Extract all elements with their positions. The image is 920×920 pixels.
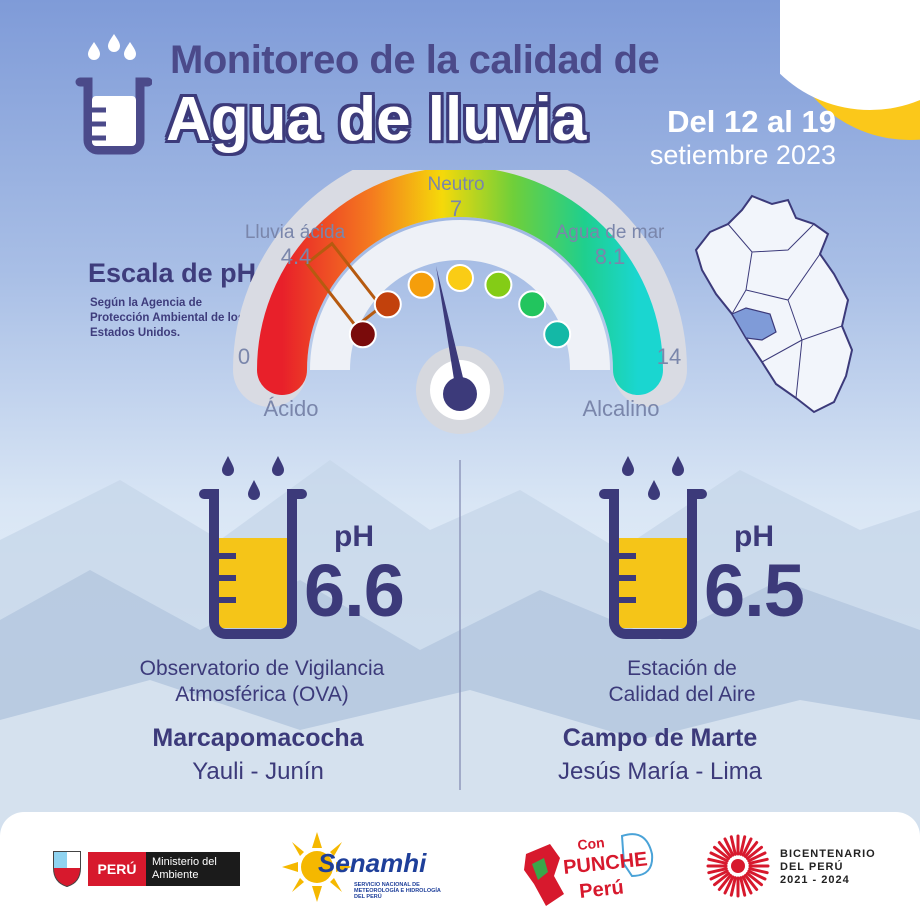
scale-max: 14	[656, 344, 682, 369]
date-range: Del 12 al 19	[667, 104, 836, 139]
ph-label-2: pH	[734, 520, 774, 553]
alkaline-label: Alcalino	[582, 396, 660, 421]
seawater-label: Agua de mar	[555, 222, 665, 243]
senamhi-sublabel: SERVICIO NACIONAL DE METEOROLOGÍA E HIDR…	[354, 882, 441, 900]
bicent-ray	[709, 851, 729, 863]
station-1-line2: Atmosférica (OVA)	[175, 683, 349, 706]
gauge-dot	[446, 264, 474, 292]
gauge-dot	[543, 320, 572, 349]
bicent-ray	[744, 841, 759, 859]
peru-label: PERÚ	[88, 852, 146, 886]
bicent-line1: BICENTENARIO	[780, 848, 876, 860]
punche-peru: Perú	[578, 876, 625, 903]
ph-scale-source: Según la Agencia de Protección Ambiental…	[90, 297, 245, 339]
footer-logos: PERÚ Ministerio del Ambiente Senamhi SER…	[0, 812, 920, 920]
bicent-ray	[707, 857, 728, 865]
acid-rain-label: Lluvia ácida	[244, 222, 346, 243]
acid-label: Ácido	[263, 396, 319, 421]
bicent-ray	[717, 841, 732, 859]
bicent-ray	[717, 873, 732, 891]
bicentenario-text: BICENTENARIO DEL PERÚ 2021 - 2024	[780, 848, 876, 887]
beaker-drops-icon	[75, 34, 152, 155]
bicent-ray	[745, 845, 763, 860]
bicent-ray	[748, 857, 769, 865]
station-2-line1: Estación de	[627, 657, 737, 680]
bicent-ray	[713, 845, 731, 860]
punche-con: Con	[577, 834, 606, 853]
corner-decoration	[780, 0, 920, 140]
divider	[459, 460, 461, 790]
ph-value-1: 6.6	[304, 549, 405, 632]
title-line1: Monitoreo de la calidad de	[170, 38, 660, 82]
gauge-dot	[518, 290, 547, 319]
site-1: Marcapomacocha	[152, 724, 364, 752]
acid-rain-value: 4.4	[280, 244, 312, 269]
bicent-ray	[713, 872, 731, 887]
bicentenario-logo: BICENTENARIO DEL PERÚ 2021 - 2024	[704, 832, 884, 904]
bicentenario-emblem-icon	[706, 834, 770, 898]
bicent-ray	[723, 875, 735, 895]
bicent-ray	[709, 869, 729, 881]
date-month: setiembre 2023	[649, 140, 836, 170]
gauge-dot	[484, 270, 513, 299]
ministry-label: Ministerio del Ambiente	[146, 852, 240, 886]
gauge-dot	[348, 320, 377, 349]
coat-of-arms-icon	[53, 851, 81, 888]
bicent-ray	[747, 851, 767, 863]
senamhi-label: Senamhi	[318, 848, 427, 878]
bicent-ray	[739, 876, 747, 897]
station-1-line1: Observatorio de Vigilancia	[139, 657, 385, 680]
con-punche-peru-logo: Con PUNCHE Perú	[520, 824, 660, 912]
bicent-ray	[723, 837, 735, 857]
punche-graphic: Con PUNCHE Perú	[524, 833, 654, 906]
bicent-ray	[744, 873, 759, 891]
senamhi-logo: Senamhi SERVICIO NACIONAL DE METEOROLOGÍ…	[282, 828, 452, 908]
bicent-line2: DEL PERÚ	[780, 861, 844, 873]
beaker-icon	[599, 456, 707, 639]
bicent-line3: 2021 - 2024	[780, 874, 850, 886]
sun-icon	[282, 832, 352, 902]
ph-value-2: 6.5	[704, 549, 805, 632]
bicent-ray	[739, 835, 747, 856]
scale-min: 0	[237, 344, 251, 369]
gauge-dot	[407, 270, 436, 299]
ph-scale-title: Escala de pH	[88, 258, 257, 288]
neutral-label: Neutro	[427, 174, 485, 195]
neutral-value: 7	[449, 196, 463, 221]
region-2: Jesús María - Lima	[557, 758, 763, 785]
bicent-ray	[747, 869, 767, 881]
bicent-ray	[707, 867, 728, 875]
seawater-value: 8.1	[594, 244, 626, 269]
gauge-dot	[373, 290, 402, 319]
title-line2: Agua de lluvia	[166, 85, 587, 154]
site-2: Campo de Marte	[562, 724, 758, 752]
bicent-ray	[745, 872, 763, 887]
bicent-ray	[748, 867, 769, 875]
minam-logo: PERÚ Ministerio del Ambiente	[50, 844, 240, 892]
ph-gauge: Neutro 7 Lluvia ácida 4.4 Agua de mar 8.…	[230, 143, 690, 450]
bicent-ray	[741, 875, 753, 895]
station-name-1: Observatorio de Vigilancia Atmosférica (…	[72, 656, 452, 708]
bicent-ray	[729, 876, 737, 897]
station-2-line2: Calidad del Aire	[608, 683, 756, 706]
ph-label-1: pH	[334, 520, 374, 553]
peru-map	[694, 194, 854, 414]
beaker-icon	[199, 456, 307, 639]
bicent-ray	[741, 837, 753, 857]
region-1: Yauli - Junín	[192, 758, 324, 785]
bicent-ray	[729, 835, 737, 856]
station-name-2: Estación de Calidad del Aire	[492, 656, 872, 708]
ph-gauge-graphic	[233, 143, 687, 434]
